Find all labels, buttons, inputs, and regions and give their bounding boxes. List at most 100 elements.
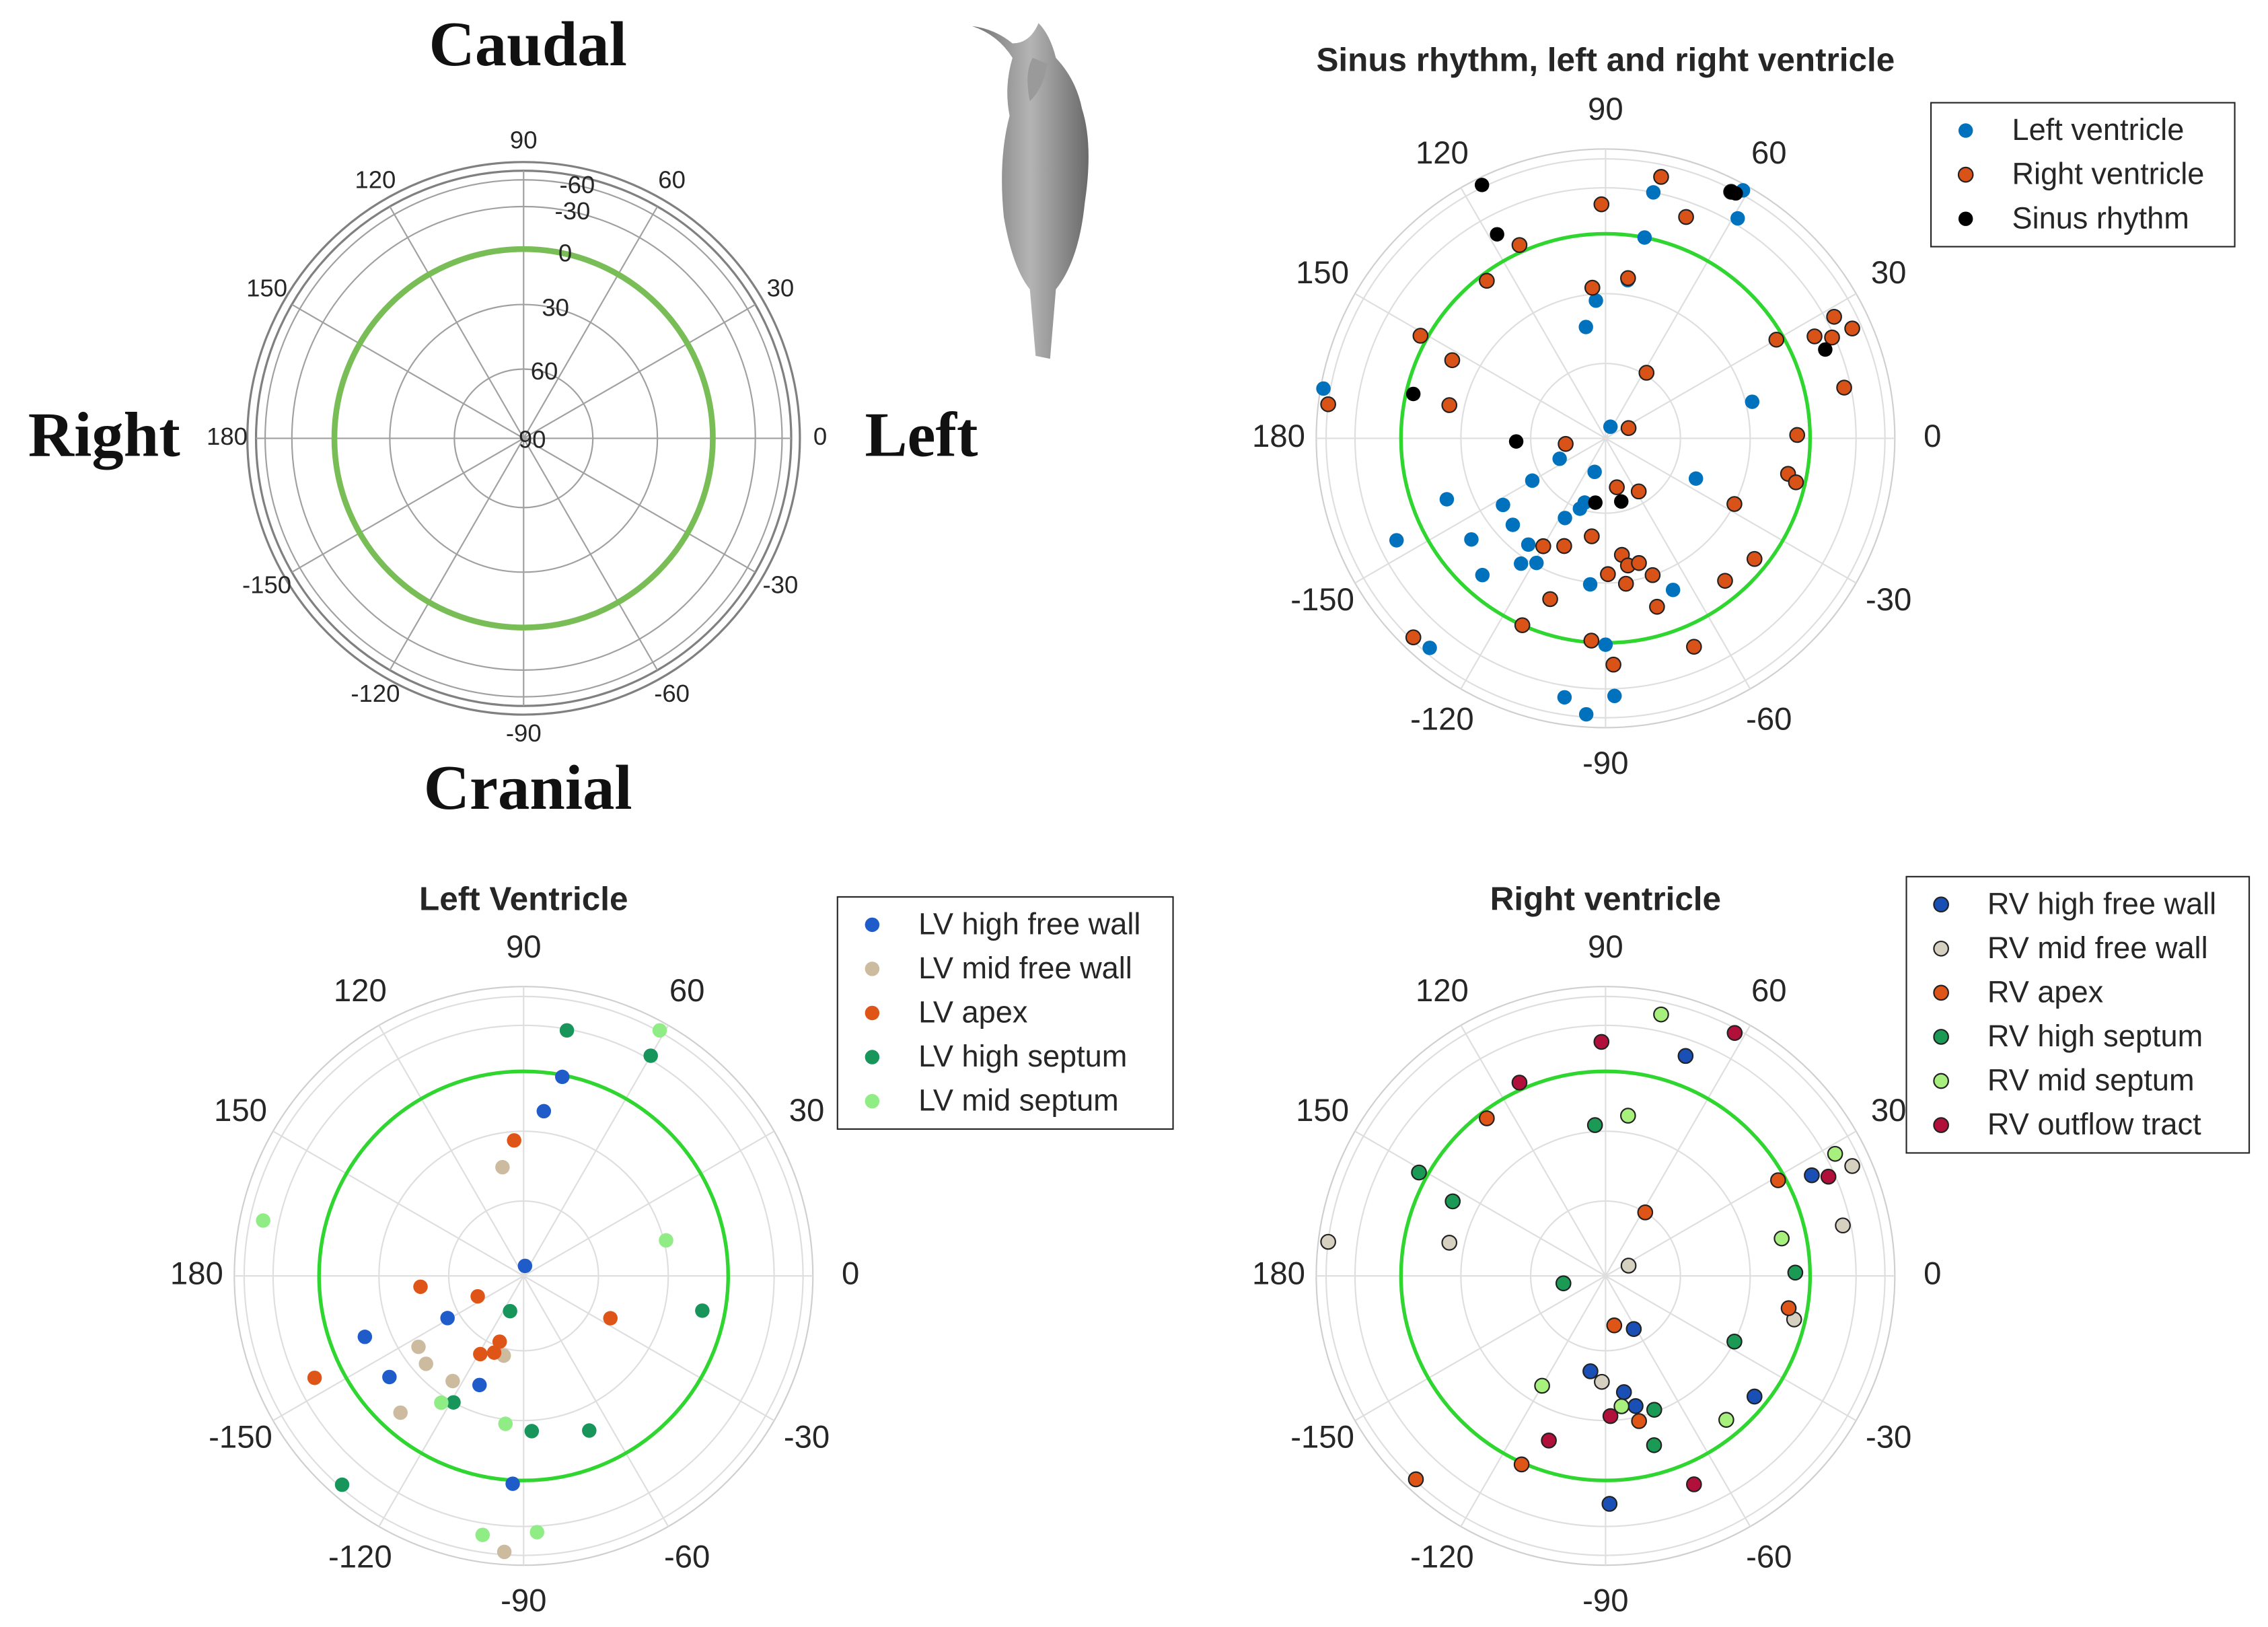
spoke	[523, 437, 659, 671]
data-point	[382, 1369, 397, 1385]
highlight-ring	[1399, 1069, 1813, 1482]
data-point	[1745, 394, 1760, 409]
spoke	[1460, 1275, 1607, 1527]
data-point	[1405, 629, 1422, 646]
outer-ring	[246, 161, 801, 716]
spoke	[378, 1025, 525, 1276]
legend-label: RV mid septum	[1987, 1063, 2195, 1097]
data-point	[1646, 1437, 1662, 1453]
r-tick-label: -30	[555, 197, 591, 225]
data-point	[1836, 379, 1852, 396]
theta-tick-label: 90	[1588, 92, 1623, 127]
data-point	[1556, 538, 1572, 554]
data-point	[1638, 365, 1655, 381]
data-point	[603, 1311, 618, 1326]
theta-tick-label: 60	[658, 166, 686, 193]
data-point	[1584, 279, 1601, 296]
data-point	[1541, 1433, 1557, 1449]
theta-tick-label: 120	[1416, 973, 1469, 1009]
spoke	[1605, 187, 1751, 439]
data-point	[1542, 591, 1558, 608]
data-point	[1820, 1168, 1837, 1185]
theta-tick-label: 60	[1751, 135, 1787, 171]
data-point	[1587, 464, 1602, 480]
data-point	[1688, 471, 1704, 486]
spoke	[1605, 293, 1857, 439]
data-point	[1806, 328, 1823, 345]
legend-marker	[1933, 940, 1949, 957]
legend-marker	[865, 1093, 880, 1109]
data-point	[1441, 397, 1458, 413]
spoke	[1354, 293, 1606, 439]
data-point	[503, 1303, 517, 1319]
theta-tick-label: -150	[242, 571, 291, 598]
spoke	[523, 206, 659, 439]
legend-label: LV high free wall	[918, 906, 1140, 941]
legend-marker	[1933, 1117, 1949, 1133]
data-point	[1620, 420, 1637, 437]
theta-tick-label: -30	[1866, 582, 1911, 618]
spoke	[272, 1130, 524, 1277]
data-point	[1746, 1388, 1763, 1405]
polar-chart: 0306090120150180-150-120-90-60-309060300…	[28, 9, 978, 823]
spoke	[523, 1275, 669, 1527]
legend-label: LV high septum	[918, 1039, 1127, 1073]
data-point	[470, 1289, 485, 1304]
data-point	[1726, 496, 1743, 512]
data-point	[555, 1069, 570, 1085]
data-point	[1405, 386, 1421, 402]
data-point	[1316, 381, 1331, 396]
data-point	[256, 1213, 270, 1228]
data-point	[1464, 532, 1479, 547]
data-point	[1617, 575, 1634, 592]
theta-tick-label: 120	[355, 166, 396, 193]
theta-tick-label: -150	[1290, 1420, 1354, 1455]
data-point	[643, 1048, 658, 1063]
data-point	[1558, 435, 1574, 452]
data-point	[1653, 1006, 1669, 1023]
data-point	[475, 1527, 490, 1542]
theta-tick-label: 180	[1252, 1256, 1305, 1292]
theta-tick-label: 0	[1924, 1256, 1941, 1292]
data-point	[1844, 320, 1860, 336]
data-point	[1686, 639, 1702, 655]
data-point	[529, 1525, 544, 1540]
spoke	[272, 1275, 524, 1422]
spoke	[523, 1025, 669, 1276]
data-point	[1646, 185, 1661, 200]
highlight-ring	[331, 246, 716, 630]
theta-tick-label: 180	[1252, 419, 1305, 454]
data-point	[1788, 474, 1804, 491]
theta-tick-label: -60	[664, 1539, 710, 1575]
data-point	[1768, 331, 1785, 348]
spoke	[1605, 1025, 1751, 1276]
legend-label: RV mid free wall	[1987, 931, 2208, 965]
spoke	[1460, 1025, 1607, 1276]
theta-tick-label: -90	[1582, 1583, 1628, 1619]
data-point	[434, 1395, 449, 1410]
data-point	[1844, 1158, 1860, 1174]
theta-tick-label: 180	[207, 423, 248, 450]
data-point	[1508, 434, 1524, 449]
polar-chart: 0 30 60 90 120 150 180 -150 -120 -90 -60 -30 Left Ve…	[170, 880, 1174, 1619]
theta-tick-label: 90	[510, 126, 538, 153]
data-point	[1479, 273, 1495, 289]
data-point	[1320, 1233, 1336, 1250]
data-point	[1603, 419, 1618, 434]
legend-marker	[865, 1005, 880, 1021]
annotation: Caudal	[429, 9, 627, 79]
legend-label: LV mid septum	[918, 1083, 1119, 1118]
legend-label: RV high septum	[1987, 1019, 2203, 1053]
data-point	[1479, 1110, 1495, 1126]
data-point	[507, 1133, 521, 1148]
legend-marker	[1958, 123, 1973, 138]
spoke	[389, 206, 525, 439]
data-point	[307, 1370, 322, 1385]
legend-label: Left ventricle	[2012, 112, 2184, 147]
data-point	[440, 1311, 455, 1326]
theta-tick-label: -120	[328, 1539, 392, 1575]
theta-tick-label: -150	[209, 1420, 272, 1455]
legend-label: LV apex	[918, 995, 1028, 1029]
